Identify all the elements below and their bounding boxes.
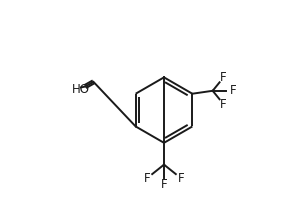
Text: F: F: [178, 172, 184, 185]
Text: F: F: [220, 71, 227, 84]
Text: F: F: [144, 172, 150, 185]
Text: F: F: [230, 84, 236, 97]
Text: F: F: [220, 98, 227, 111]
Text: F: F: [161, 178, 167, 191]
Text: HO: HO: [72, 83, 90, 96]
